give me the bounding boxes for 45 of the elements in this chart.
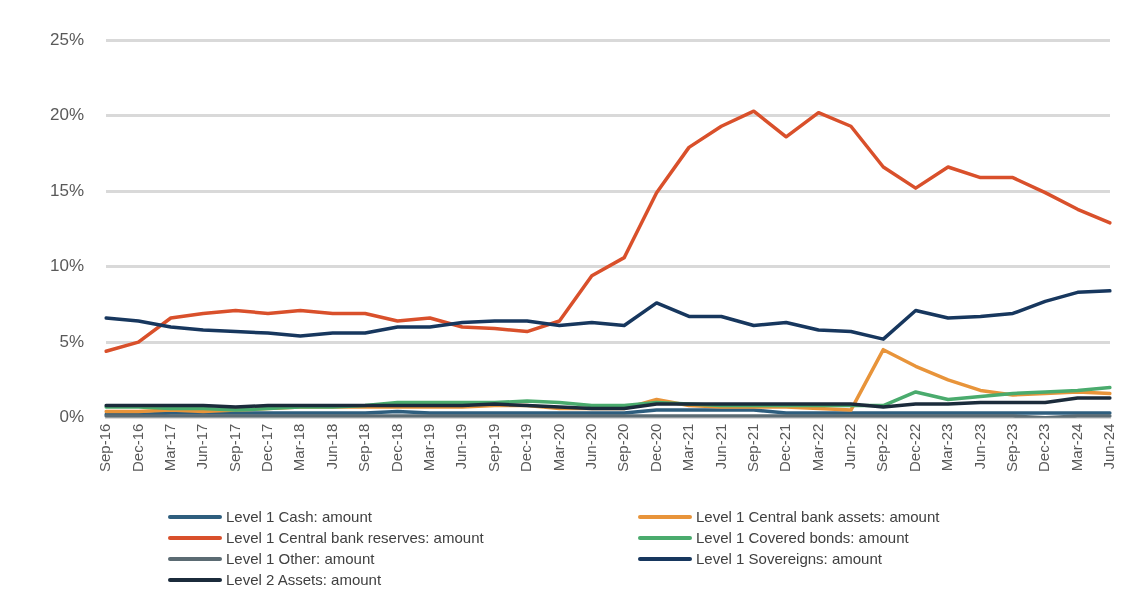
x-tick-label: Dec-19 — [517, 423, 535, 472]
x-tick-label: Sep-22 — [873, 423, 891, 473]
x-tick-label: Jun-17 — [193, 423, 211, 470]
legend-label: Level 1 Central bank assets: amount — [696, 508, 940, 525]
x-tick-label: Sep-16 — [96, 423, 114, 473]
x-tick-label: Jun-24 — [1100, 423, 1118, 470]
x-tick-label: Mar-24 — [1067, 423, 1085, 472]
x-tick-label: Sep-19 — [484, 423, 502, 473]
x-tick-label: Dec-16 — [128, 423, 146, 472]
y-tick-label: 0% — [59, 407, 85, 427]
x-tick-label: Sep-23 — [1002, 423, 1020, 473]
legend-label: Level 1 Covered bonds: amount — [696, 529, 909, 546]
y-tick-label: 20% — [49, 105, 85, 125]
x-tick-label: Mar-17 — [160, 423, 178, 472]
x-tick-label: Mar-23 — [938, 423, 956, 472]
x-tick-label: Sep-21 — [743, 423, 761, 473]
x-tick-label: Sep-18 — [355, 423, 373, 473]
x-tick-label: Dec-22 — [905, 423, 923, 472]
legend-label: Level 1 Cash: amount — [226, 508, 372, 525]
legend-label: Level 2 Assets: amount — [226, 571, 382, 588]
x-tick-label: Mar-18 — [290, 423, 308, 472]
legend-label: Level 1 Other: amount — [226, 550, 375, 567]
x-tick-label: Jun-21 — [711, 423, 729, 470]
x-tick-label: Mar-20 — [549, 423, 567, 472]
x-tick-label: Jun-20 — [581, 423, 599, 470]
x-tick-label: Jun-18 — [322, 423, 340, 470]
y-tick-label: 10% — [49, 256, 85, 276]
x-tick-label: Jun-22 — [841, 423, 859, 470]
x-tick-label: Dec-20 — [646, 423, 664, 472]
x-tick-label: Dec-21 — [776, 423, 794, 472]
y-tick-label: 5% — [59, 331, 85, 351]
x-tick-label: Sep-20 — [614, 423, 632, 473]
x-tick-label: Mar-21 — [679, 423, 697, 472]
x-tick-label: Jun-23 — [970, 423, 988, 470]
x-tick-label: Mar-19 — [420, 423, 438, 472]
x-tick-label: Sep-17 — [225, 423, 243, 473]
y-tick-label: 15% — [49, 180, 85, 200]
legend-label: Level 1 Sovereigns: amount — [696, 550, 882, 567]
x-tick-label: Mar-22 — [808, 423, 826, 472]
legend-label: Level 1 Central bank reserves: amount — [226, 529, 484, 546]
x-tick-label: Dec-18 — [387, 423, 405, 472]
x-tick-label: Dec-23 — [1035, 423, 1053, 472]
x-tick-label: Jun-19 — [452, 423, 470, 470]
y-tick-label: 25% — [49, 29, 85, 49]
x-tick-label: Dec-17 — [258, 423, 276, 472]
